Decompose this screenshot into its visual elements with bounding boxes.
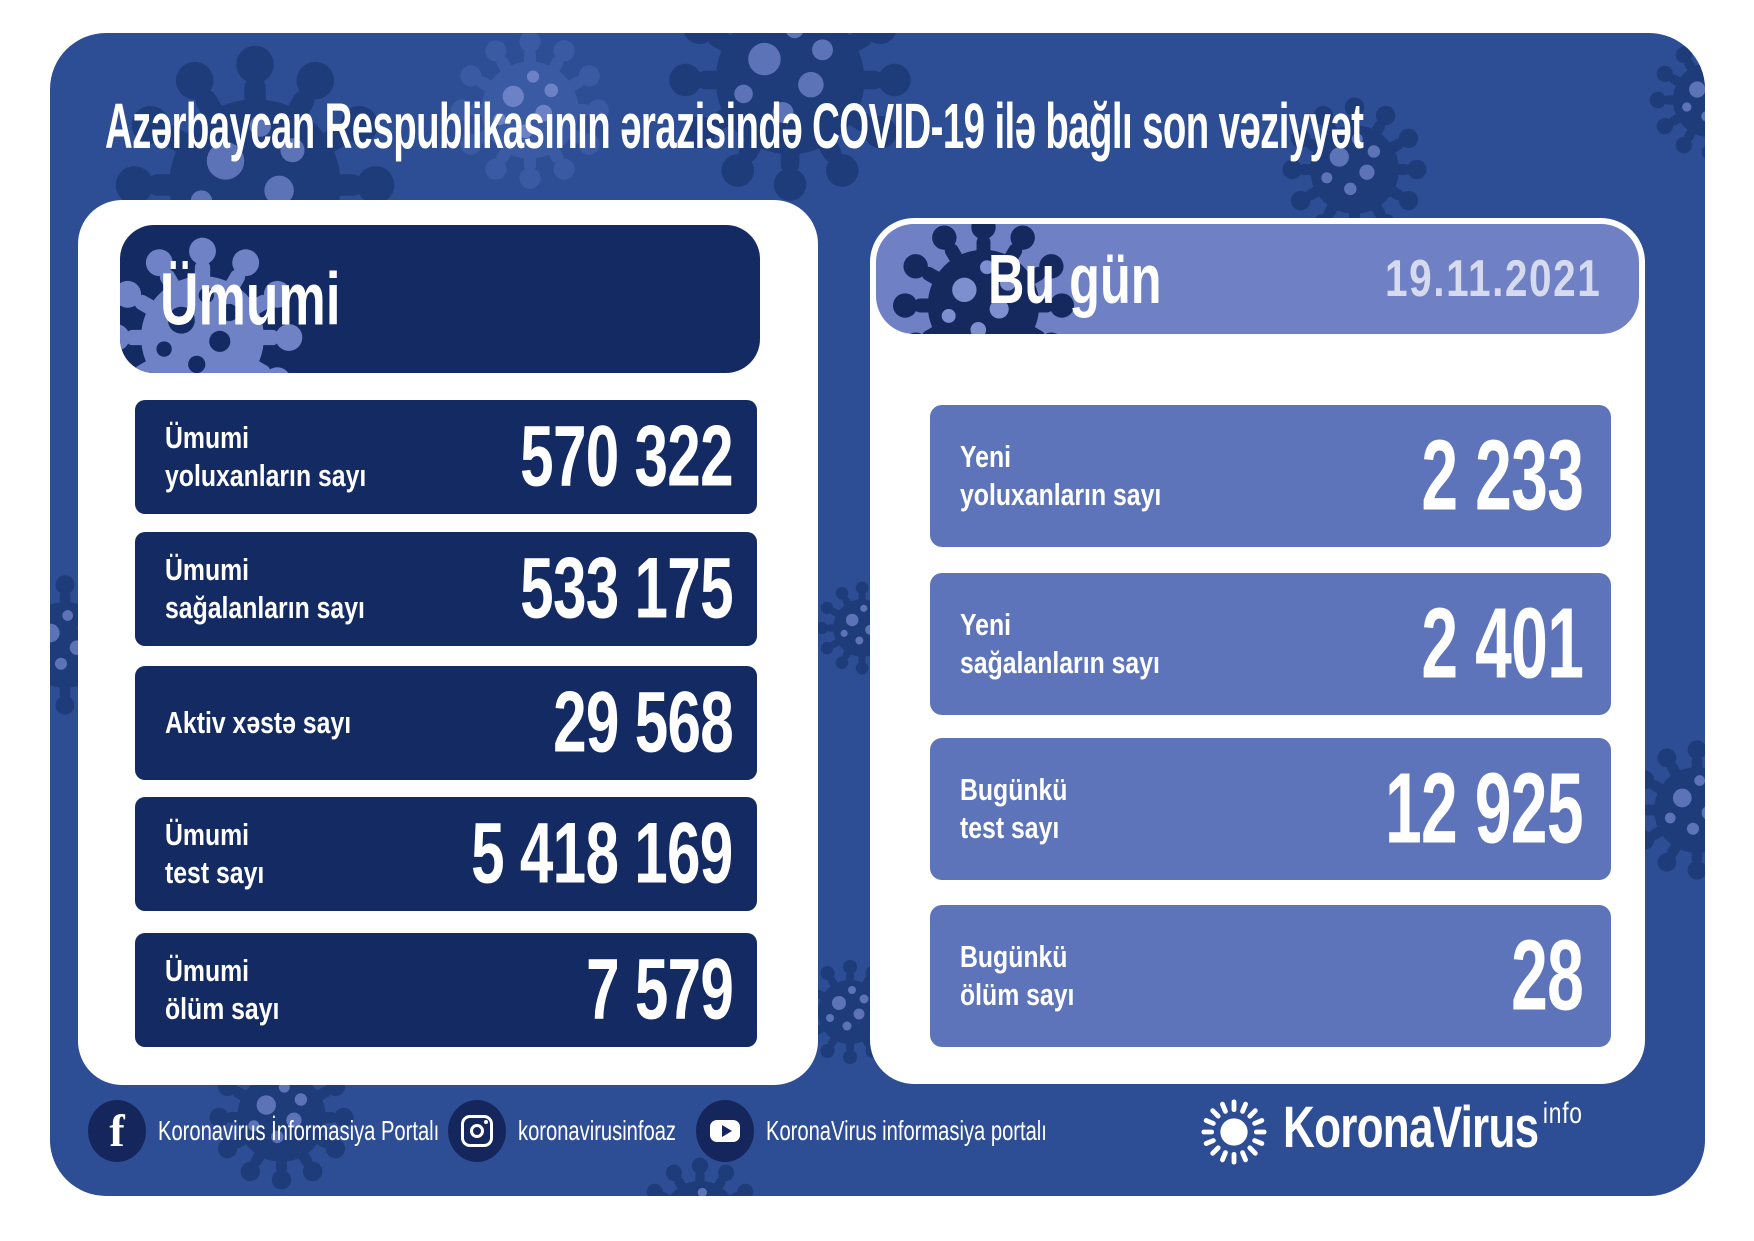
stat-row-total-recovered: Ümumi sağalanların sayı 533 175 [135, 532, 757, 646]
total-stats-panel: Ümumi Ümumi yoluxanların sayı 570 322 Üm… [78, 200, 818, 1085]
virus-icon [635, 1153, 765, 1196]
stat-label: Ümumi test sayı [165, 817, 265, 890]
stat-label: Ümumi ölüm sayı [165, 953, 280, 1026]
facebook-icon: f [88, 1100, 146, 1162]
stat-row-today-tests: Bugünkü test sayı 12 925 [930, 738, 1611, 880]
total-header-title: Ümumi [160, 257, 341, 341]
stat-row-total-tests: Ümumi test sayı 5 418 169 [135, 797, 757, 911]
today-stats-panel: Bu gün 19.11.2021 Yeni yoluxanların sayı… [870, 218, 1645, 1084]
stat-label: Bugünkü ölüm sayı [960, 939, 1075, 1012]
stat-value: 12 925 [1385, 752, 1584, 865]
stat-label: Yeni sağalanların sayı [960, 607, 1160, 680]
brand-name: KoronaVirus [1283, 1095, 1539, 1160]
instagram-icon [448, 1100, 506, 1162]
stat-row-today-deaths: Bugünkü ölüm sayı 28 [930, 905, 1611, 1047]
stat-value: 2 233 [1421, 419, 1584, 532]
stat-label: Ümumi sağalanların sayı [165, 552, 365, 625]
stat-value: 5 418 169 [471, 805, 733, 902]
instagram-label: koronavirusinfoaz [518, 1115, 677, 1146]
stat-value: 570 322 [520, 408, 733, 505]
stat-row-new-infected: Yeni yoluxanların sayı 2 233 [930, 405, 1611, 547]
brand-suffix: info [1542, 1097, 1583, 1130]
stat-value: 28 [1510, 919, 1584, 1032]
today-header: Bu gün 19.11.2021 [876, 224, 1639, 334]
today-header-title: Bu gün [988, 240, 1162, 318]
stat-value: 533 175 [520, 540, 733, 637]
stat-row-new-recovered: Yeni sağalanların sayı 2 401 [930, 573, 1611, 715]
facebook-label: Koronavirus İnformasiya Portalı [158, 1115, 440, 1146]
stat-value: 7 579 [585, 941, 734, 1038]
stat-row-total-infected: Ümumi yoluxanların sayı 570 322 [135, 400, 757, 514]
youtube-label: KoronaVirus informasiya portalı [766, 1115, 1047, 1146]
report-date: 19.11.2021 [1384, 250, 1601, 308]
stat-label: Aktiv xəstə sayı [165, 705, 352, 740]
stat-row-total-deaths: Ümumi ölüm sayı 7 579 [135, 933, 757, 1047]
total-header: Ümumi [120, 225, 760, 373]
stat-row-active-cases: Aktiv xəstə sayı 29 568 [135, 666, 757, 780]
virus-icon [1192, 1090, 1276, 1174]
background-panel: Azərbaycan Respublikasının ərazisində CO… [50, 33, 1705, 1196]
page-title: Azərbaycan Respublikasının ərazisində CO… [105, 90, 1364, 162]
stat-label: Yeni yoluxanların sayı [960, 439, 1162, 512]
stat-label: Bugünkü test sayı [960, 772, 1068, 845]
stat-value: 2 401 [1421, 587, 1584, 700]
stat-label: Ümumi yoluxanların sayı [165, 420, 367, 493]
brand-logo: KoronaVirus info [1283, 1097, 1677, 1159]
stat-value: 29 568 [553, 674, 734, 771]
youtube-icon [696, 1100, 754, 1162]
